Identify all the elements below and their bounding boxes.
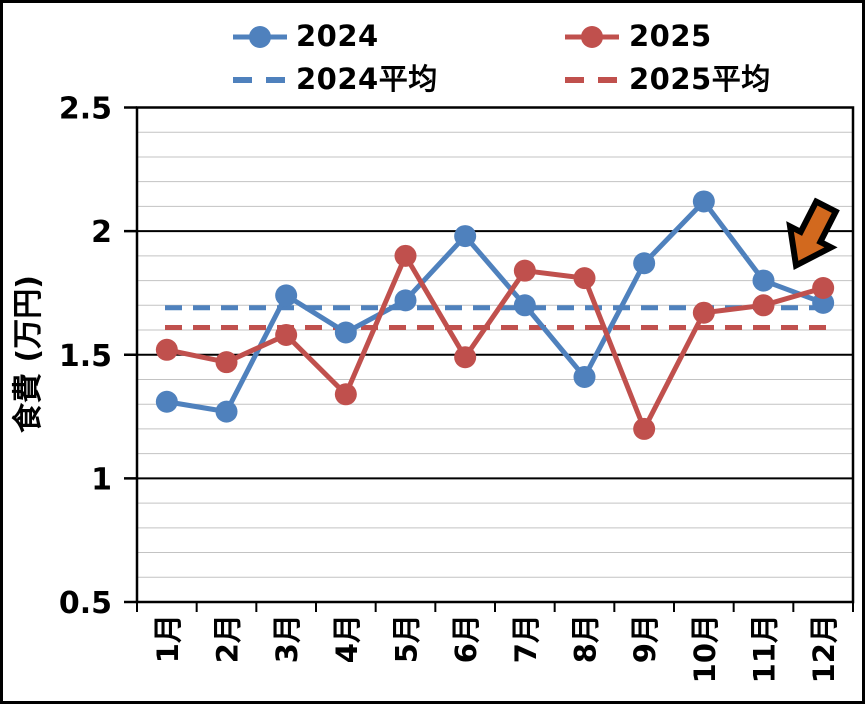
y-tick-label: 2 — [91, 215, 112, 250]
series-marker-2025-3月 — [275, 323, 298, 346]
series-marker-2024-1月 — [155, 390, 178, 413]
legend-swatch-2025 — [565, 24, 619, 50]
legend-label-2025: 2025 — [629, 19, 712, 53]
series-marker-2025-7月 — [513, 259, 536, 282]
series-line-2025 — [164, 253, 826, 432]
y-axis-title: 食費 (万円) — [11, 275, 46, 433]
series-marker-2024-9月 — [633, 252, 656, 275]
legend-swatch-2025-avg — [565, 67, 619, 93]
x-tick-label: 2月 — [211, 614, 245, 663]
x-tick-label: 11月 — [748, 614, 782, 683]
series-marker-2024-6月 — [454, 225, 477, 248]
series-marker-2024-10月 — [692, 190, 715, 213]
series-marker-2025-8月 — [573, 267, 596, 290]
x-tick-label: 4月 — [330, 614, 364, 663]
legend-swatch-2024 — [233, 24, 287, 50]
series-marker-2025-5月 — [394, 244, 417, 267]
series-marker-2025-10月 — [692, 301, 715, 324]
series-marker-2024-11月 — [752, 269, 775, 292]
series-line-2024 — [164, 198, 826, 415]
series-marker-2024-7月 — [513, 294, 536, 317]
x-tick-label: 6月 — [449, 614, 483, 663]
x-tick-label: 3月 — [270, 614, 304, 663]
series-marker-2025-2月 — [215, 351, 238, 374]
x-tick-label: 9月 — [628, 614, 662, 663]
series-marker-2025-1月 — [155, 338, 178, 361]
legend-swatch-2024-avg — [233, 67, 287, 93]
series-marker-2025-4月 — [334, 383, 357, 406]
series-marker-2024-3月 — [275, 284, 298, 307]
series-marker-2024-5月 — [394, 289, 417, 312]
y-tick-label: 1 — [91, 462, 112, 497]
series-marker-2025-9月 — [633, 417, 656, 440]
y-tick-label: 2.5 — [59, 92, 112, 127]
y-tick-label: 1.5 — [59, 339, 112, 374]
series-marker-2024-4月 — [334, 321, 357, 344]
series-marker-2024-2月 — [215, 400, 238, 423]
series-marker-2025-6月 — [454, 346, 477, 369]
x-tick-label: 5月 — [390, 614, 424, 663]
series-marker-2024-8月 — [573, 366, 596, 389]
y-tick-label: 0.5 — [59, 586, 112, 621]
x-tick-label: 1月 — [151, 614, 185, 663]
series-marker-2025-11月 — [752, 294, 775, 317]
legend-label-2024-avg: 2024平均 — [296, 62, 438, 96]
series-marker-2025-12月 — [812, 276, 835, 299]
x-tick-label: 10月 — [688, 614, 722, 683]
x-tick-label: 8月 — [569, 614, 603, 663]
down-arrow-annotation — [786, 197, 840, 270]
legend-label-2024: 2024 — [296, 19, 379, 53]
legend-label-2025-avg: 2025平均 — [629, 62, 771, 96]
x-tick-label: 12月 — [807, 614, 841, 683]
x-tick-label: 7月 — [509, 614, 543, 663]
